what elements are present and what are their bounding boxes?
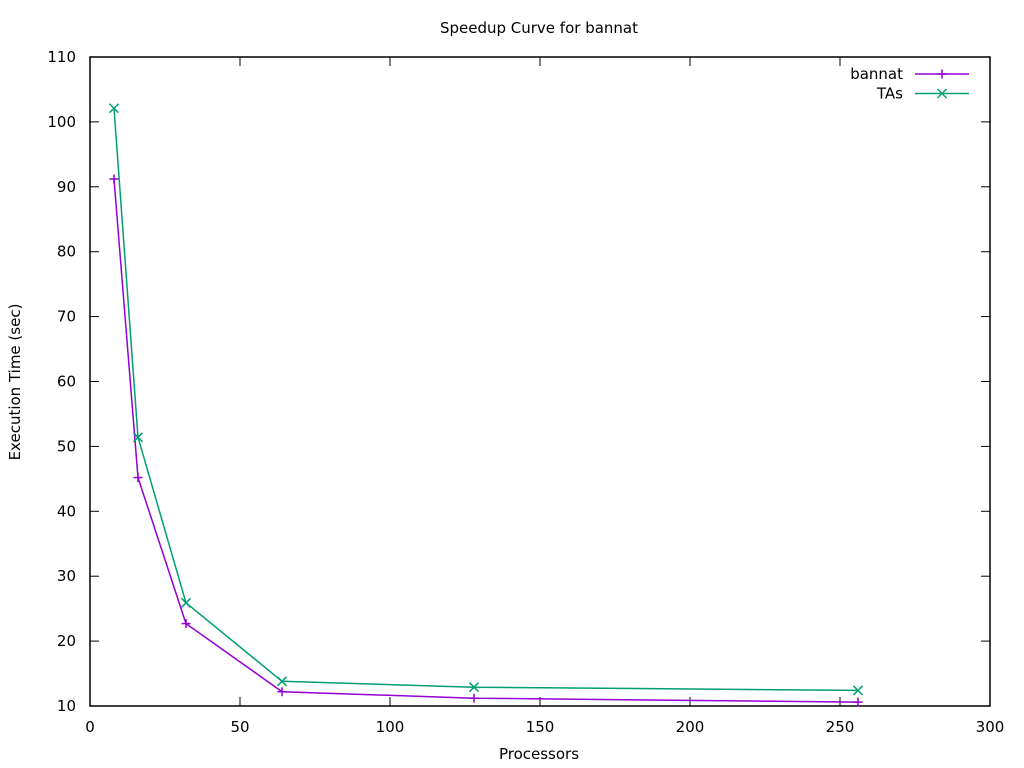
legend: bannat TAs [850,65,969,103]
data-point-tas [468,682,480,693]
data-point-marker [276,676,288,687]
series-line-bannat [113,178,859,703]
y-tick-label: 50 [57,437,76,455]
plot-border [89,56,991,707]
data-point-bannat [181,619,191,629]
x-axis-label: Processors [499,745,579,763]
series-bannat [109,174,863,707]
data-point-marker [108,103,120,114]
y-axis-label: Execution Time (sec) [6,304,24,461]
data-point-bannat [469,693,479,703]
legend-label-bannat: bannat [850,65,903,83]
series-line-tas [113,108,859,692]
data-point-tas [852,685,864,696]
legend-label-tas: TAs [876,85,903,103]
y-tick-label: 110 [47,48,76,66]
y-tick-label: 60 [57,373,76,391]
y-tick-label: 100 [47,113,76,131]
legend-marker-bannat [937,69,947,79]
data-point-bannat [853,697,863,707]
y-tick-label: 40 [57,502,76,520]
data-point-marker [852,685,864,696]
y-tick-label: 90 [57,178,76,196]
x-tick-label: 150 [526,718,555,736]
y-tick-label: 20 [57,632,76,650]
data-point-tas [180,597,192,608]
data-point-bannat [133,473,143,483]
y-tick-label: 80 [57,243,76,261]
axes: 0 50 100 150 200 250 300 10 20 30 40 50 60 70 80 90 100 1… [47,48,1004,736]
chart-title: Speedup Curve for bannat [440,19,638,37]
x-tick-label: 50 [230,718,249,736]
series-tas [108,103,864,696]
x-tick-label: 200 [676,718,705,736]
x-tick-label: 250 [826,718,855,736]
x-tick-label: 0 [85,718,95,736]
x-tick-label: 100 [376,718,405,736]
data-point-marker [132,432,144,443]
legend-marker [936,88,948,99]
y-tick-label: 10 [57,697,76,715]
series-layer [108,103,864,707]
y-tick-label: 30 [57,567,76,585]
data-point-tas [132,432,144,443]
data-point-tas [108,103,120,114]
data-point-marker [180,597,192,608]
legend-marker-tas [936,88,948,99]
data-point-bannat [109,174,119,184]
data-point-marker [468,682,480,693]
data-point-tas [276,676,288,687]
data-point-bannat [277,687,287,697]
y-tick-label: 70 [57,308,76,326]
x-tick-label: 300 [976,718,1005,736]
